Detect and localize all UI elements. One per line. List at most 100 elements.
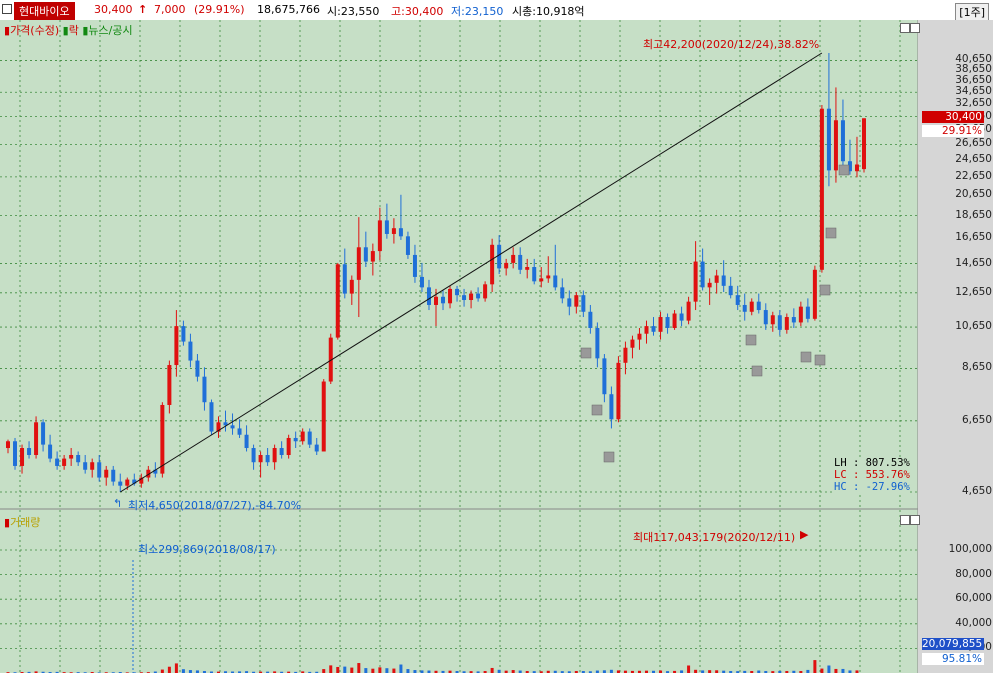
candle-body (672, 313, 677, 328)
candle-body (798, 306, 803, 323)
volume-bar (694, 669, 698, 673)
volume-bar (245, 671, 249, 673)
candle-body (728, 285, 733, 296)
candle-body (763, 310, 768, 325)
candle-body (784, 317, 789, 330)
volume-bar (602, 670, 606, 673)
chart-canvas[interactable] (0, 20, 993, 673)
candle-body (370, 251, 375, 262)
price-axis-tick: 4,650 (961, 485, 992, 497)
volume-bar (280, 671, 284, 673)
volume-bar (659, 670, 663, 673)
candle-body (419, 276, 424, 288)
price-axis-tick: 12,650 (955, 285, 992, 298)
select-checkbox[interactable] (2, 4, 12, 14)
candle-body (272, 448, 277, 463)
candle-body (826, 108, 831, 171)
candle-body (791, 317, 796, 323)
candle-body (195, 360, 200, 377)
candle-body (497, 244, 502, 269)
volume-bar (525, 671, 529, 673)
price-axis-tick: 22,650 (955, 169, 992, 182)
min-volume-annotation: 최소299,869(2018/08/17) (138, 543, 276, 556)
candle-body (462, 295, 467, 301)
candle-body (13, 441, 18, 466)
candle-body (244, 434, 249, 449)
volume-maximize-icon[interactable] (910, 515, 920, 525)
candle-body (735, 295, 740, 305)
candle-body (97, 462, 102, 478)
candle-body (770, 315, 775, 325)
legend-news-label[interactable]: 뉴스/공시 (88, 24, 133, 37)
candle-body (34, 422, 39, 455)
up-arrow-icon: ↑ (138, 3, 148, 16)
price-axis-tick: 6,650 (961, 413, 992, 426)
candle-body (132, 479, 137, 484)
legend-rak-label[interactable]: 락 (68, 24, 79, 37)
volume-bar (216, 671, 220, 673)
candle-body (707, 282, 712, 288)
volume-bar (630, 670, 634, 673)
price-axis-tick: 36,650 (955, 74, 992, 87)
candle-body (76, 454, 81, 463)
volume-bar (785, 671, 789, 673)
volume-pane-legend: ▮거래량 (4, 514, 40, 530)
price-axis-tick: 20,650 (955, 188, 992, 201)
current-pct-tag: 29.91% (922, 125, 984, 137)
current-volume-pct-tag: 95.81% (922, 653, 984, 665)
volume-bar (595, 670, 599, 673)
candle-body (328, 337, 333, 382)
volume-bar (160, 669, 164, 673)
candle-body (230, 425, 235, 429)
candle-body (560, 287, 565, 299)
volume-bar (195, 670, 199, 673)
volume-bar (385, 668, 389, 673)
maximize-icon[interactable] (910, 23, 920, 33)
volume-bar (792, 670, 796, 673)
volume-bar (209, 671, 213, 673)
candle-body (237, 428, 242, 435)
price-axis-tick: 10,650 (955, 320, 992, 333)
volume-bar (448, 670, 452, 673)
candle-body (854, 164, 859, 172)
candle-body (567, 298, 572, 307)
volume-bar (546, 670, 550, 673)
volume-bar (820, 668, 824, 673)
volume-bar (553, 670, 557, 673)
lc-value: LC : 553.76% (834, 469, 910, 481)
trend-line (119, 52, 823, 493)
volume-bar (469, 671, 473, 673)
candle-body (223, 422, 228, 426)
news-marker-icon (825, 227, 837, 239)
stock-name-label[interactable]: 현대바이오 (14, 2, 75, 20)
volume-bar (827, 665, 831, 673)
candle-body (511, 254, 516, 263)
candle-body (363, 247, 368, 262)
volume-minimize-icon[interactable] (900, 515, 910, 525)
volume-bar (757, 670, 761, 673)
candle-body (518, 254, 523, 270)
candle-body (476, 293, 481, 299)
candle-body (405, 236, 410, 255)
candle-body (679, 313, 684, 321)
candle-body (48, 444, 53, 459)
volume-legend-label[interactable]: 거래량 (10, 516, 41, 529)
volume-bar (167, 666, 171, 673)
candle-body (377, 220, 382, 252)
volume-bar (574, 671, 578, 673)
candle-body (251, 448, 256, 463)
candle-body (812, 269, 817, 319)
news-marker-icon (800, 351, 812, 363)
volume-bar (750, 671, 754, 673)
volume-bar (434, 670, 438, 673)
minimize-icon[interactable] (900, 23, 910, 33)
candle-body (616, 362, 621, 420)
volume-bar (855, 670, 859, 673)
candle-body (833, 120, 838, 171)
news-marker-icon (814, 354, 826, 366)
volume-bar (392, 668, 396, 673)
volume-bar (799, 671, 803, 673)
legend-price-label[interactable]: 가격(수정) (10, 24, 60, 37)
price-axis-tick: 24,650 (955, 153, 992, 165)
period-button[interactable]: [1주] (955, 3, 989, 21)
